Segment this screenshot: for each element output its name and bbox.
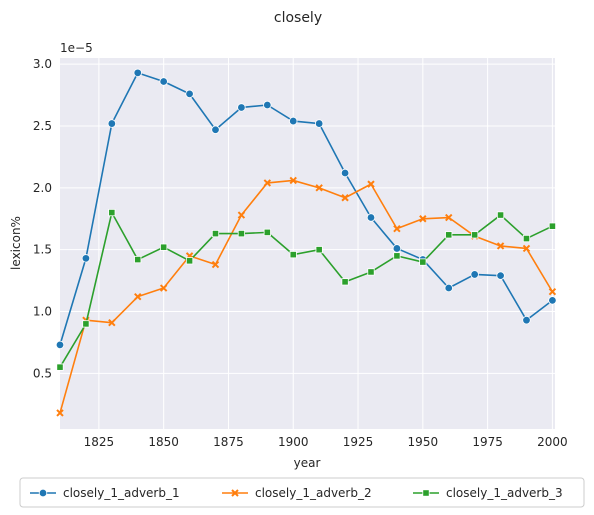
data-point	[341, 194, 349, 202]
chart-title: closely	[274, 10, 322, 26]
data-point	[211, 125, 220, 134]
data-point	[56, 363, 64, 371]
data-point	[133, 68, 142, 78]
data-point	[108, 208, 116, 217]
x-axis-title: year	[294, 456, 321, 470]
data-point	[419, 215, 427, 223]
series-closely_1_adverb_2	[56, 176, 557, 417]
data-point	[211, 230, 220, 238]
data-point	[134, 255, 142, 264]
data-point	[237, 211, 246, 219]
y-tick-label: 0.5	[33, 366, 52, 380]
data-point	[82, 320, 90, 328]
legend-label: closely_1_adverb_1	[63, 486, 180, 500]
data-point	[159, 77, 168, 86]
data-point	[237, 103, 246, 112]
series-line	[59, 211, 553, 368]
y-tick-label: 3.0	[33, 57, 52, 71]
data-point	[392, 244, 402, 253]
series-layer	[55, 68, 557, 417]
plot-area	[60, 58, 555, 429]
data-point	[263, 179, 272, 187]
x-tick-label: 1850	[148, 435, 179, 449]
x-tick-label: 1925	[343, 435, 374, 449]
data-point	[341, 278, 349, 286]
legend-label: closely_1_adverb_3	[446, 486, 563, 500]
data-point	[548, 296, 557, 305]
x-tick-label: 2000	[537, 435, 568, 449]
y-axis-ticks: 0.5 1.0 1.5 2.0 2.5 3.0	[33, 57, 52, 380]
data-point	[445, 231, 453, 239]
legend-item: closely_1_adverb_2	[222, 486, 372, 500]
data-point	[548, 222, 557, 230]
data-point	[496, 242, 505, 250]
legend: closely_1_adverb_1 closely_1_adverb_2 clos…	[19, 477, 585, 508]
legend-marker	[422, 489, 430, 497]
data-point	[289, 116, 298, 126]
data-point	[367, 180, 375, 188]
data-point	[366, 213, 376, 222]
legend-marker	[231, 489, 239, 497]
data-point	[237, 230, 246, 238]
data-point	[445, 213, 453, 222]
x-tick-label: 1950	[408, 435, 439, 449]
data-point	[471, 231, 479, 239]
data-point	[522, 234, 531, 243]
data-point	[263, 100, 272, 110]
y-tick-label: 1.0	[33, 305, 52, 319]
data-point	[419, 258, 427, 266]
y-tick-label: 1.5	[33, 243, 52, 257]
legend-item: closely_1_adverb_1	[30, 486, 180, 500]
data-point	[496, 211, 505, 219]
y-tick-label: 2.5	[33, 119, 52, 133]
data-point	[522, 244, 531, 253]
data-point	[548, 288, 557, 296]
x-tick-label: 1875	[213, 435, 244, 449]
data-point	[289, 251, 297, 259]
legend-marker	[38, 488, 48, 498]
data-point	[522, 315, 531, 325]
data-point	[159, 284, 168, 292]
x-tick-label: 1825	[84, 435, 115, 449]
x-axis-ticks: 1825 1850 1875 1900 1925 1950 1975 2000	[84, 435, 568, 449]
data-point	[315, 246, 323, 254]
y-tick-label: 2.0	[33, 181, 52, 195]
data-point	[134, 292, 142, 301]
data-point	[185, 257, 194, 265]
legend-frame	[19, 477, 585, 508]
data-point	[211, 260, 220, 269]
series-line	[59, 179, 554, 414]
data-point	[496, 271, 505, 280]
data-point	[315, 184, 323, 192]
data-point	[314, 119, 324, 128]
y-axis-title: lexicon%	[9, 216, 23, 270]
legend-item: closely_1_adverb_3	[413, 486, 563, 500]
series-closely_1_adverb_3	[56, 208, 557, 371]
x-tick-label: 1975	[472, 435, 503, 449]
data-point	[393, 224, 401, 233]
data-point	[55, 340, 65, 350]
data-point	[470, 270, 479, 279]
data-point	[444, 283, 453, 293]
grid-lines	[60, 58, 555, 429]
data-point	[160, 243, 168, 251]
legend-label: closely_1_adverb_2	[255, 486, 372, 500]
data-point	[108, 318, 116, 327]
data-point	[56, 409, 64, 417]
y-scale-label: 1e−5	[60, 41, 93, 55]
series-line	[59, 72, 553, 346]
data-point	[340, 168, 350, 178]
data-point	[289, 176, 297, 185]
data-point	[185, 89, 194, 99]
data-point	[393, 252, 401, 260]
x-tick-label: 1900	[278, 435, 309, 449]
data-point	[107, 119, 117, 128]
data-point	[263, 228, 271, 236]
data-point	[81, 254, 91, 263]
data-point	[367, 268, 375, 276]
